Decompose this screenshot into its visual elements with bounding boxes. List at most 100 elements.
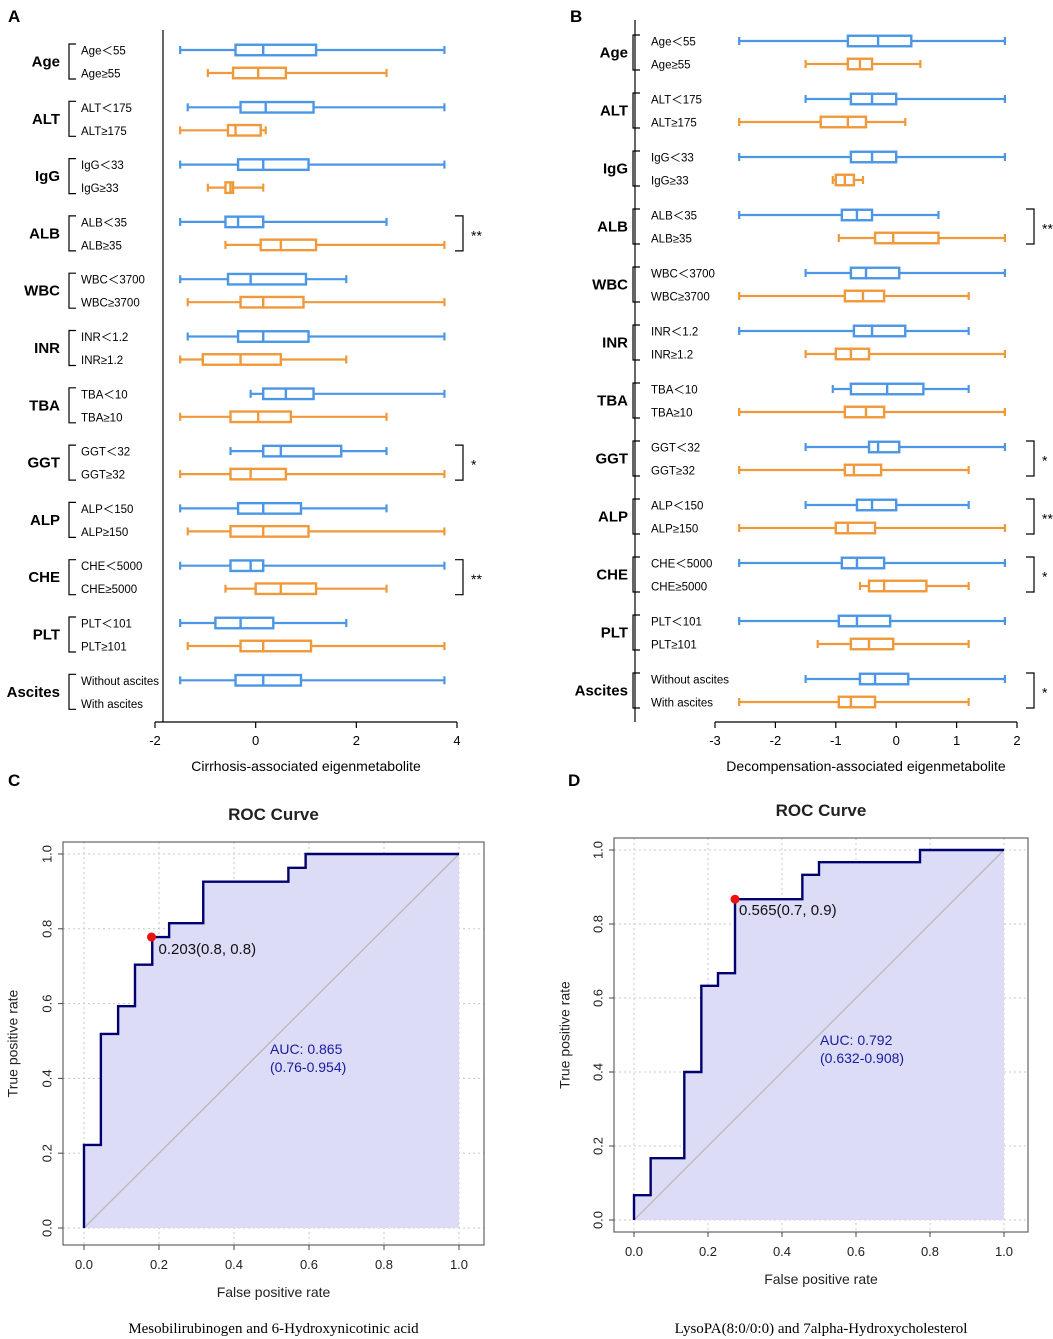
- group-label: Without ascites: [81, 676, 159, 688]
- optimal-cutoff-point: [730, 894, 740, 904]
- x-tick-label: 0.6: [300, 1257, 318, 1272]
- box: [231, 66, 288, 80]
- x-tick-label: 0.4: [773, 1244, 791, 1259]
- group-bracket: [632, 556, 640, 593]
- group-label: TBA＜10: [651, 385, 698, 397]
- y-tick-label: 0.2: [590, 1137, 605, 1155]
- box: [239, 295, 305, 309]
- x-tick-label: 2: [1013, 733, 1020, 748]
- y-tick-label: 0.4: [590, 1063, 605, 1081]
- group-bracket: [632, 324, 640, 361]
- x-tick-label: 0: [252, 733, 259, 748]
- y-axis-title: True positive rate: [557, 981, 573, 1089]
- group-label: TBA≥10: [651, 408, 692, 420]
- significance-marker: *: [1042, 453, 1048, 469]
- significance-marker: **: [1042, 511, 1053, 527]
- group-label: TBA≥10: [81, 412, 122, 424]
- box: [226, 272, 308, 286]
- group-bracket: [68, 215, 76, 252]
- variable-label-inr: INR: [602, 335, 628, 352]
- significance-bracket: [1026, 556, 1035, 593]
- box: [226, 123, 262, 137]
- x-tick-label: 0.8: [375, 1257, 393, 1272]
- significance-bracket: [1026, 498, 1035, 535]
- group-label: ALB≥35: [81, 240, 122, 252]
- group-bracket: [68, 444, 76, 481]
- significance-marker: **: [471, 227, 482, 243]
- group-bracket: [68, 501, 76, 538]
- variable-label-age: Age: [32, 54, 60, 71]
- y-tick-label: 0.8: [39, 920, 54, 938]
- y-tick-label: 0.6: [39, 995, 54, 1013]
- box: [843, 463, 883, 477]
- x-tick-label: 0.8: [921, 1244, 939, 1259]
- box: [819, 115, 868, 129]
- group-bracket: [68, 43, 76, 80]
- x-tick-label: 0.0: [75, 1257, 93, 1272]
- group-label: GGT≥32: [81, 470, 125, 482]
- box: [229, 559, 265, 573]
- group-label: WBC＜3700: [81, 275, 145, 287]
- x-tick-label: 1: [953, 733, 960, 748]
- box: [239, 100, 315, 114]
- box: [834, 521, 877, 535]
- group-bracket: [68, 559, 76, 596]
- box: [236, 501, 303, 515]
- caption: Mesobilirubinogen and 6-Hydroxynicotinic…: [128, 1321, 419, 1337]
- group-label: INR≥1.2: [651, 350, 693, 362]
- cutoff-label: 0.203(0.8, 0.8): [159, 941, 257, 958]
- group-label: GGT＜32: [651, 443, 700, 455]
- box: [867, 440, 901, 454]
- group-label: PLT≥101: [81, 642, 127, 654]
- group-bracket: [632, 92, 640, 129]
- box: [229, 524, 310, 538]
- variable-label-ggt: GGT: [596, 451, 629, 468]
- group-label: GGT≥32: [651, 466, 695, 478]
- group-label: IgG≥33: [81, 183, 119, 195]
- significance-marker: **: [1042, 221, 1053, 237]
- significance-bracket: [1026, 672, 1035, 709]
- box: [234, 673, 303, 687]
- variable-label-plt: PLT: [601, 625, 628, 642]
- x-tick-label: 0.6: [847, 1244, 865, 1259]
- auc-label: AUC: 0.792: [820, 1032, 893, 1048]
- group-bracket: [632, 440, 640, 477]
- box: [855, 498, 898, 512]
- significance-marker: *: [471, 457, 477, 473]
- y-tick-label: 0.0: [590, 1211, 605, 1229]
- box: [224, 181, 235, 195]
- group-bracket: [632, 208, 640, 245]
- auc-ci-label: (0.632-0.908): [820, 1050, 904, 1066]
- group-label: IgG≥33: [651, 176, 689, 188]
- box: [837, 695, 877, 709]
- variable-label-ggt: GGT: [28, 455, 61, 472]
- group-label: TBA＜10: [81, 389, 128, 401]
- x-tick-label: 1.0: [995, 1244, 1013, 1259]
- group-label: CHE＜5000: [651, 559, 712, 571]
- box: [236, 158, 310, 172]
- significance-marker: *: [1042, 569, 1048, 585]
- roc-title: ROC Curve: [776, 801, 867, 820]
- box: [849, 266, 901, 280]
- plot-border: [613, 837, 1029, 1233]
- group-label: IgG＜33: [651, 153, 694, 165]
- roc-curve: [632, 848, 1004, 1220]
- x-tick-label: 2: [353, 733, 360, 748]
- y-tick-label: 1.0: [39, 845, 54, 863]
- group-label: ALT＜175: [81, 103, 132, 115]
- box: [843, 405, 886, 419]
- variable-label-wbc: WBC: [592, 277, 628, 294]
- group-bracket: [632, 150, 640, 187]
- auc-ci-label: (0.76-0.954): [270, 1059, 346, 1075]
- variable-label-alt: ALT: [32, 111, 60, 128]
- group-bracket: [632, 672, 640, 709]
- x-axis-title: False positive rate: [764, 1271, 878, 1287]
- panel-a: A -2 0 2 4 Cirrhosis-associated eigenmetaboli…: [7, 7, 483, 774]
- group-label: ALP＜150: [81, 504, 133, 516]
- group-label: ALB≥35: [651, 234, 692, 246]
- significance-bracket: [1026, 440, 1035, 477]
- group-label: Age＜55: [651, 37, 696, 49]
- x-axis-title: Decompensation-associated eigenmetabolit…: [726, 758, 1006, 774]
- box: [840, 556, 886, 570]
